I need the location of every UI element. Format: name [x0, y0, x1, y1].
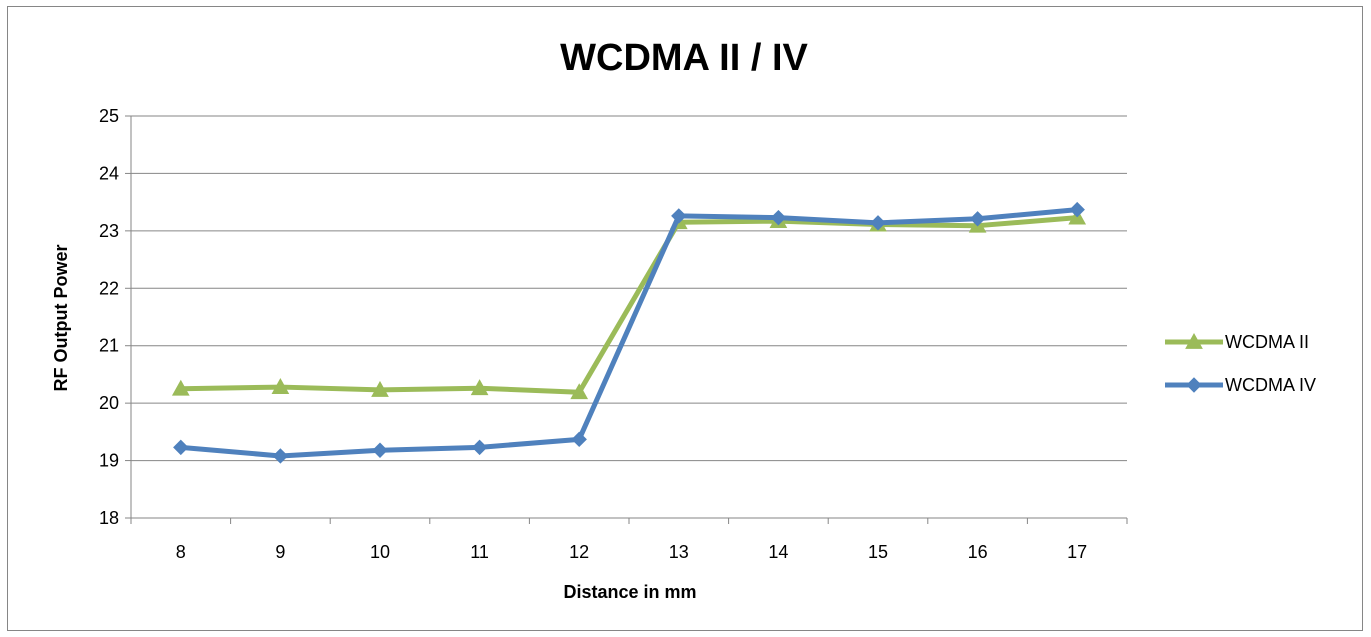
- legend-marker: [1185, 332, 1203, 349]
- x-tick-label: 16: [968, 542, 988, 562]
- series-wcdma-iv: [173, 201, 1085, 464]
- x-axis-title: Distance in mm: [563, 582, 696, 602]
- data-point: [371, 380, 389, 397]
- y-axis-tick-labels: 18 19 20 21 22 23 24 25: [99, 106, 119, 528]
- y-tick-label: 23: [99, 221, 119, 241]
- data-point: [272, 448, 289, 464]
- x-tick-label: 12: [569, 542, 589, 562]
- x-tick-label: 14: [768, 542, 788, 562]
- y-tick-label: 18: [99, 508, 119, 528]
- gridlines: [131, 115, 1127, 462]
- y-tick-label: 22: [99, 278, 119, 298]
- x-tick-label: 13: [669, 542, 689, 562]
- x-tick-label: 10: [370, 542, 390, 562]
- data-point: [1069, 201, 1085, 218]
- x-tick-label: 9: [275, 542, 285, 562]
- data-point: [173, 439, 189, 456]
- plot-area: 18 19 20 21 22 23 24 25 8 9 10 11 12 13 14 15 16 17: [99, 106, 1128, 562]
- legend-marker: [1186, 377, 1202, 393]
- legend-item: WCDMA IV: [1165, 375, 1316, 395]
- y-tick-label: 24: [99, 163, 119, 183]
- data-point: [770, 209, 787, 226]
- y-tick-label: 19: [99, 451, 119, 471]
- series-line: [180, 207, 1078, 459]
- y-tick-label: 21: [99, 336, 119, 356]
- x-tick-label: 15: [868, 542, 888, 562]
- data-point: [372, 442, 388, 458]
- series-line: [180, 215, 1078, 395]
- legend-item: WCDMA II: [1165, 332, 1309, 352]
- x-tick-label: 11: [470, 542, 489, 562]
- data-point: [471, 439, 488, 456]
- data-point: [969, 211, 986, 227]
- data-point: [570, 383, 589, 400]
- legend: WCDMA II WCDMA IV: [1165, 332, 1316, 395]
- data-point: [870, 215, 886, 231]
- x-axis-tick-labels: 8 9 10 11 12 13 14 15 16 17: [176, 542, 1087, 562]
- axes: [125, 115, 1128, 524]
- data-point: [470, 379, 489, 396]
- chart-area: [7, 6, 1363, 631]
- legend-label: WCDMA IV: [1225, 375, 1316, 395]
- y-axis-title: RF Output Power: [51, 245, 71, 392]
- series-wcdma-ii: [171, 208, 1087, 400]
- x-tick-label: 8: [176, 542, 186, 562]
- y-tick-label: 25: [99, 106, 119, 126]
- data-point: [171, 379, 190, 396]
- chart-title: WCDMA II / IV: [560, 37, 808, 79]
- y-tick-label: 20: [99, 393, 119, 413]
- legend-label: WCDMA II: [1225, 332, 1309, 352]
- data-point: [571, 431, 587, 448]
- data-point: [271, 378, 290, 394]
- x-tick-label: 17: [1067, 542, 1087, 562]
- data-point: [671, 208, 687, 224]
- series-layer: [171, 201, 1087, 464]
